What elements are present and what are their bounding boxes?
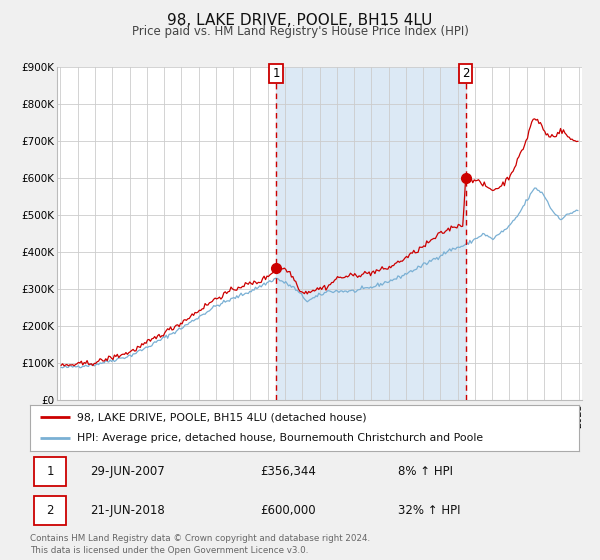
Text: 2: 2 [47, 503, 54, 517]
Text: £356,344: £356,344 [260, 465, 316, 478]
Text: 98, LAKE DRIVE, POOLE, BH15 4LU (detached house): 98, LAKE DRIVE, POOLE, BH15 4LU (detache… [77, 412, 366, 422]
Text: 1: 1 [272, 67, 280, 80]
Text: 1: 1 [47, 465, 54, 478]
Text: 98, LAKE DRIVE, POOLE, BH15 4LU: 98, LAKE DRIVE, POOLE, BH15 4LU [167, 13, 433, 28]
Text: 8% ↑ HPI: 8% ↑ HPI [398, 465, 453, 478]
Text: 2: 2 [462, 67, 470, 80]
Text: 29-JUN-2007: 29-JUN-2007 [91, 465, 165, 478]
Text: Price paid vs. HM Land Registry's House Price Index (HPI): Price paid vs. HM Land Registry's House … [131, 25, 469, 38]
Text: HPI: Average price, detached house, Bournemouth Christchurch and Poole: HPI: Average price, detached house, Bour… [77, 433, 483, 444]
Bar [276, 67, 466, 400]
FancyBboxPatch shape [34, 496, 66, 525]
FancyBboxPatch shape [34, 457, 66, 486]
Text: Contains HM Land Registry data © Crown copyright and database right 2024.
This d: Contains HM Land Registry data © Crown c… [30, 534, 370, 555]
Text: £600,000: £600,000 [260, 503, 316, 517]
Text: 21-JUN-2018: 21-JUN-2018 [91, 503, 165, 517]
Text: 32% ↑ HPI: 32% ↑ HPI [398, 503, 460, 517]
